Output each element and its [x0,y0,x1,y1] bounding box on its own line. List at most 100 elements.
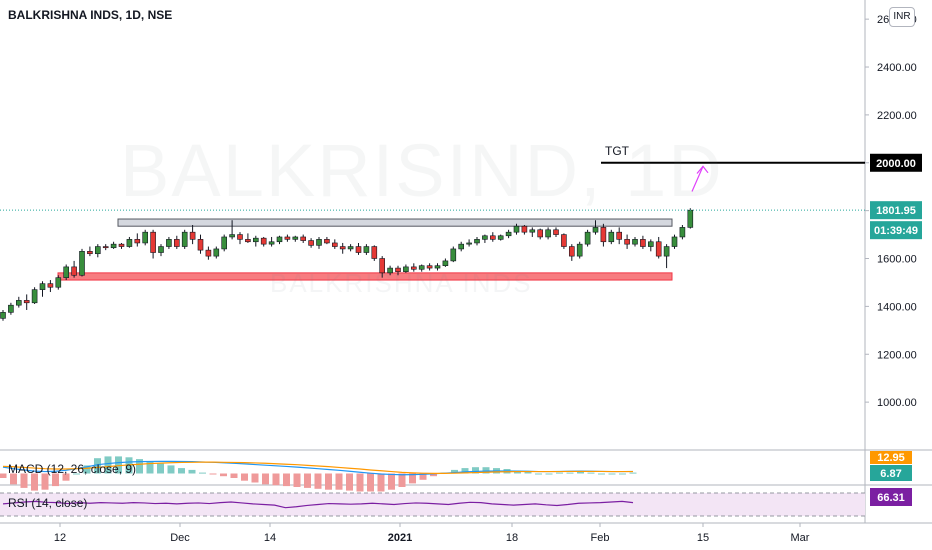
macd-histogram-bar [157,463,164,474]
candle-body [537,229,544,238]
candle-body [395,267,401,272]
macd-signal-value: 12.95 [877,452,905,464]
macd-histogram-bar [41,473,49,490]
y-tick-label: 1200.00 [877,349,917,361]
candle-body [316,239,322,246]
macd-histogram-bar [199,472,206,474]
candle-body [624,239,630,245]
symbol-watermark-sub: BALKRISHNA INDS [270,268,533,298]
candle-body [181,231,188,247]
candle-body [23,300,30,304]
macd-histogram-bar [73,473,80,475]
macd-histogram-bar [0,473,7,478]
candle-body [284,236,291,240]
candle-body [87,251,93,255]
candle-body [15,300,22,306]
macd-histogram-bar [346,473,353,491]
macd-legend[interactable]: MACD (12, 26, close, 9) [8,462,137,476]
candle-body [505,231,512,237]
candle-body [474,239,480,244]
last-price-label: 1801.95 [876,205,916,217]
macd-histogram-bar [629,472,637,474]
candle-body [253,237,259,243]
candle-body [647,241,654,247]
candle-body [426,265,433,269]
candle-body [663,246,670,257]
macd-histogram-bar [83,465,91,474]
y-tick-label: 1400.00 [877,301,917,313]
candle-body [632,239,638,245]
candle-body [355,246,362,253]
rsi-value-label: 66.31 [877,492,905,504]
macd-histogram-bar [472,467,479,474]
target-price-label: 2000.00 [876,158,916,170]
countdown-label: 01:39:49 [874,225,918,237]
candle-body [300,236,307,241]
candle-body [339,246,346,250]
candle-body [529,229,536,233]
macd-histogram-bar [587,472,595,474]
x-tick-label: 14 [264,532,276,544]
macd-hist-badge [870,465,912,481]
target-label: TGT [605,144,630,158]
x-tick-label: 12 [54,532,66,544]
candle-body [324,239,330,244]
chart-title: BALKRISHNA INDS, 1D, NSE [8,8,173,22]
arrow-head-icon [696,165,709,174]
macd-histogram-bar [335,473,343,490]
candle-body [347,246,354,250]
macd-histogram-bar [188,469,196,474]
macd-histogram-bar [619,473,626,475]
target-arrow-icon [691,166,704,192]
candle-body [118,243,125,247]
macd-histogram-bar [293,473,301,487]
macd-histogram-bar [556,472,563,474]
candle-body [166,239,172,247]
candle-body [434,265,441,269]
macd-histogram-bar [461,468,469,474]
symbol-watermark: BALKRISIND, 1D [120,129,724,212]
macd-histogram-bar [482,467,490,474]
candle-body [197,239,204,251]
x-tick-label: Feb [591,532,610,544]
candle-body [545,229,551,238]
rsi-line [2,500,634,509]
y-tick-label: 1000.00 [877,397,917,409]
macd-histogram-bar [325,473,332,490]
macd-histogram-bar [377,473,385,492]
macd-histogram-bar [146,461,154,474]
macd-histogram-bar [577,471,584,474]
macd-hist-value: 6.87 [880,468,901,480]
y-tick-label: 1600.00 [877,254,917,266]
macd-histogram-bar [524,471,532,474]
candle-body [442,260,449,266]
macd-histogram-bar [10,473,17,485]
y-tick-label: 2200.00 [877,110,917,122]
candle-body [0,312,6,319]
candle-body [371,246,378,259]
macd-histogram-bar [430,473,437,477]
candle-body [150,231,156,253]
currency-button[interactable]: INR [889,7,915,27]
candle-body [221,236,227,250]
macd-histogram-bar [598,473,605,475]
candle-body [174,239,180,247]
x-tick-label: 18 [506,532,518,544]
macd-histogram-bar [283,473,290,487]
candle-body [640,239,646,247]
macd-histogram-bar [241,473,248,481]
candle-body [418,265,425,270]
macd-histogram-bar [304,473,311,488]
candle-body [55,277,62,288]
macd-histogram-bar [272,473,280,486]
macd-histogram-bar [419,473,427,480]
macd-histogram-bar [314,473,322,489]
candle-body [245,239,251,243]
x-tick-label: Dec [170,532,190,544]
candle-body [521,225,528,233]
candle-body [553,229,559,235]
rsi-value-badge [870,488,912,506]
rsi-legend[interactable]: RSI (14, close) [8,496,88,510]
candle-body [126,239,133,247]
